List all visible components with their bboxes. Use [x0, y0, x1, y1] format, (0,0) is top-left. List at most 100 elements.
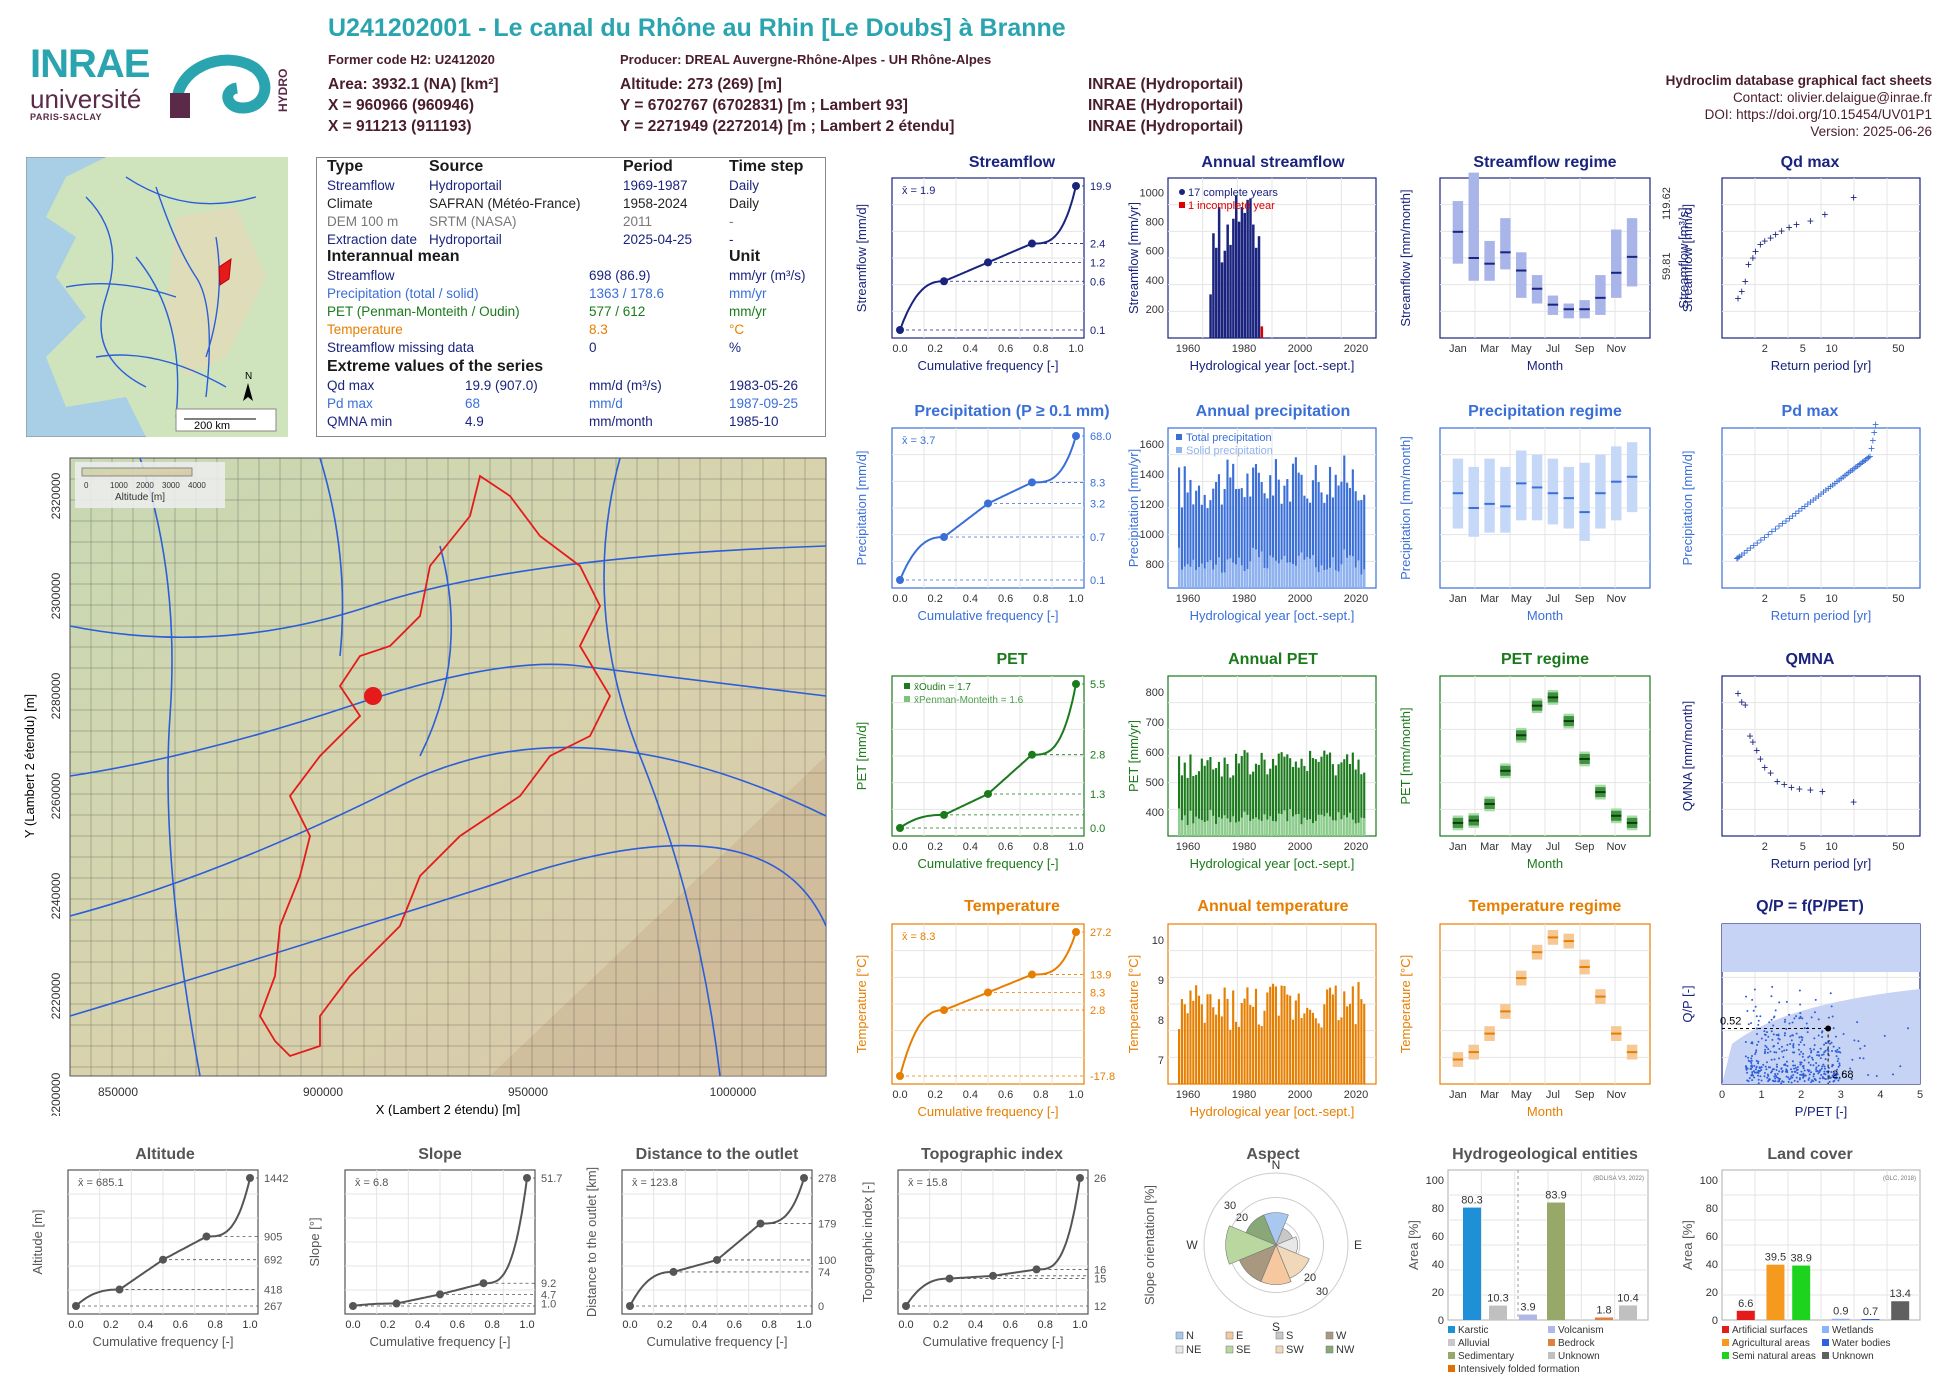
temp-regime-box [1484, 1026, 1495, 1041]
annual-pet-bar-secondary [1354, 823, 1357, 836]
info-source: Hydroportail [429, 232, 502, 247]
qp-point [1789, 1077, 1792, 1080]
pdmax-point: + [1765, 528, 1772, 542]
pdmax-point: + [1822, 483, 1829, 497]
annual-temp-bar [1237, 1026, 1240, 1084]
annual-pet-bar [1360, 774, 1363, 836]
qp-point [1829, 1076, 1832, 1079]
annual-precip-bar-secondary [1311, 555, 1315, 588]
annual-pet-bar [1200, 758, 1203, 836]
annual-pet-bar [1314, 759, 1317, 836]
qp-point [1799, 1073, 1802, 1076]
annual-precip-bar [1189, 479, 1192, 588]
qp-point [1803, 1059, 1806, 1062]
annual-precip-bar-secondary [1354, 567, 1357, 588]
annual-pet-bar-secondary [1215, 823, 1218, 836]
annual-precip-bar [1223, 489, 1226, 588]
landcover-y-tick: 60 [1706, 1231, 1718, 1243]
qp-point [1807, 1078, 1810, 1081]
hydrogeo-legend-label: Sedimentary [1458, 1351, 1514, 1362]
qp-point [1801, 1017, 1804, 1020]
qp-point [1773, 1058, 1776, 1061]
extreme-unit: mm/month [589, 414, 653, 429]
qp-point [1770, 1058, 1773, 1061]
distance-right-tick: 0 [818, 1301, 824, 1313]
qp-point [1820, 1031, 1823, 1034]
precip-regime-box [1547, 458, 1559, 525]
annual-precip-bar-secondary [1183, 566, 1186, 588]
pet-x-tick: 0.6 [998, 841, 1013, 853]
precip-regime-x-tick: Sep [1575, 593, 1595, 605]
qp-point [1838, 1064, 1841, 1067]
annual-pet-bar-secondary [1343, 815, 1346, 836]
streamflow-regime-x-tick: May [1511, 343, 1532, 355]
qdmax-point: + [1778, 224, 1785, 238]
temp-regime-xlabel: Month [1527, 1104, 1563, 1119]
pet-regime-xlabel: Month [1527, 856, 1563, 871]
annual-streamflow-bar [1260, 326, 1264, 338]
precip-x-tick: 0.2 [928, 593, 943, 605]
annual-precip-bar [1180, 507, 1183, 588]
topo-ylabel: Topographic index [-] [860, 1182, 875, 1303]
gauging-station-marker [364, 687, 382, 705]
aspect-legend-swatch [1225, 1345, 1234, 1354]
streamflow-title: Streamflow [969, 154, 1056, 171]
annual-precip-bar [1197, 485, 1201, 588]
streamflow-regime-frame [1439, 177, 1651, 339]
info-source: Hydroportail [429, 178, 502, 193]
annual-pet-bar [1237, 763, 1240, 836]
annual-temp-bar [1363, 1003, 1366, 1084]
qdmax-point: + [1735, 291, 1742, 305]
qp-point [1778, 1078, 1781, 1081]
annual-precip-bar [1203, 494, 1206, 588]
qp-point [1774, 1074, 1777, 1077]
qp-point [1837, 1065, 1840, 1068]
qp-point [1776, 1072, 1779, 1075]
temp-regime-x-tick: Jul [1546, 1089, 1560, 1101]
annual-pet-bar-secondary [1300, 824, 1303, 836]
annual-pet-bar [1257, 764, 1260, 836]
qp-point [1747, 1023, 1750, 1026]
qp-point [1849, 1067, 1852, 1070]
topo-right-tick: 16 [1094, 1264, 1106, 1276]
annual-temp-bar [1337, 1020, 1340, 1084]
annual-pet-bar-secondary [1311, 823, 1315, 836]
qp-point [1757, 1040, 1760, 1043]
aspect-sector [1260, 1244, 1292, 1285]
qp-point [1819, 1057, 1822, 1060]
precip-regime-box [1500, 466, 1511, 533]
altitude-x-tick: 1.0 [242, 1319, 257, 1331]
qp-point [1812, 1073, 1815, 1076]
doi-link[interactable]: DOI: https://doi.org/10.15454/UV01P1 [1704, 107, 1932, 122]
hydrogeo-legend-label: Volcanism [1558, 1325, 1604, 1336]
qp-point [1750, 1059, 1753, 1062]
annual-pet-bar [1280, 752, 1283, 836]
qp-point [1770, 1018, 1773, 1021]
aspect-legend-swatch [1275, 1345, 1284, 1354]
info-step: - [729, 232, 734, 247]
annual-pet-bar [1192, 776, 1195, 836]
qp-point [1830, 1041, 1833, 1044]
pet-x-tick: 1.0 [1068, 841, 1083, 853]
qp-mean-point [1825, 1025, 1832, 1032]
qp-point [1799, 1012, 1802, 1015]
qp-point [1773, 1015, 1776, 1018]
qp-point [1754, 1005, 1757, 1008]
qp-point [1781, 1050, 1784, 1053]
pet-regime-box-inner [1626, 817, 1638, 828]
qp-point [1850, 1077, 1853, 1080]
qp-point [1867, 1073, 1870, 1076]
info-period: 2011 [623, 214, 653, 229]
annual-precip-bar [1237, 488, 1240, 588]
annual-streamflow-bar [1229, 244, 1232, 338]
annual-precip-bar-secondary [1326, 569, 1329, 588]
info-source: SAFRAN (Météo-France) [429, 196, 581, 211]
qp-point [1827, 1066, 1830, 1069]
contact[interactable]: Contact: olivier.delaigue@inrae.fr [1732, 90, 1932, 105]
qp-point [1753, 1076, 1756, 1079]
streamflow-right-tick: 19.9 [1090, 181, 1111, 193]
distance-x-tick: 0.0 [622, 1319, 637, 1331]
pet-right-tick: 5.5 [1090, 679, 1105, 691]
temp-regime-frame [1439, 923, 1651, 1085]
info-type: Climate [327, 196, 373, 211]
